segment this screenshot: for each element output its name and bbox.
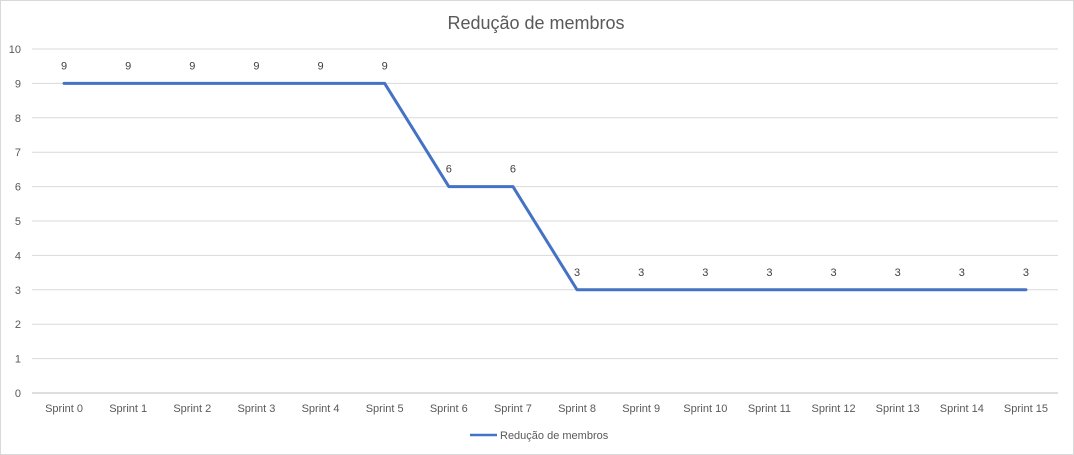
data-label: 3 (702, 267, 708, 279)
y-tick-label: 1 (15, 354, 21, 366)
y-tick-label: 7 (15, 147, 21, 159)
chart-title: Redução de membros (447, 13, 624, 33)
data-label: 9 (125, 60, 131, 72)
x-tick-label: Sprint 11 (748, 403, 791, 415)
x-tick-label: Sprint 2 (173, 403, 211, 415)
y-tick-label: 8 (15, 113, 21, 125)
y-tick-label: 6 (15, 182, 21, 194)
data-label: 9 (318, 60, 324, 72)
series-line (62, 81, 1028, 292)
gridlines (32, 48, 1058, 394)
data-label: 9 (253, 60, 259, 72)
x-tick-label: Sprint 3 (237, 403, 275, 415)
y-tick-label: 3 (15, 285, 21, 297)
data-label: 3 (574, 267, 580, 279)
x-tick-label: Sprint 13 (876, 403, 920, 415)
y-axis-ticks: 0 1 2 3 4 5 6 7 8 9 10 (9, 44, 21, 400)
x-tick-label: Sprint 10 (683, 403, 727, 415)
y-tick-label: 0 (15, 388, 21, 400)
y-tick-label: 2 (15, 319, 21, 331)
data-label: 9 (61, 60, 67, 72)
y-tick-label: 9 (15, 78, 21, 90)
data-label: 3 (959, 267, 965, 279)
data-label: 9 (382, 60, 388, 72)
x-tick-label: Sprint 8 (558, 403, 596, 415)
data-label: 3 (895, 267, 901, 279)
data-label: 3 (638, 267, 644, 279)
x-tick-label: Sprint 9 (622, 403, 660, 415)
x-tick-label: Sprint 0 (45, 403, 83, 415)
data-label: 3 (766, 267, 772, 279)
y-tick-label: 10 (9, 44, 21, 56)
x-axis-ticks: Sprint 0 Sprint 1 Sprint 2 Sprint 3 Sprint 4… (45, 403, 1048, 415)
x-tick-label: Sprint 7 (494, 403, 532, 415)
x-tick-label: Sprint 5 (366, 403, 404, 415)
series-group (62, 81, 1028, 292)
data-label: 6 (446, 164, 452, 176)
legend: Redução de membros (470, 430, 609, 442)
x-tick-label: Sprint 1 (109, 403, 147, 415)
data-label: 3 (1023, 267, 1029, 279)
legend-label: Redução de membros (500, 430, 609, 442)
x-tick-label: Sprint 14 (940, 403, 984, 415)
data-label: 6 (510, 164, 516, 176)
x-tick-label: Sprint 15 (1004, 403, 1048, 415)
x-tick-label: Sprint 4 (302, 403, 340, 415)
data-label: 3 (831, 267, 837, 279)
data-labels: 9 9 9 9 9 9 6 6 3 3 3 3 3 3 3 3 (61, 60, 1029, 278)
y-tick-label: 5 (15, 216, 21, 228)
x-tick-label: Sprint 12 (812, 403, 856, 415)
data-label: 9 (189, 60, 195, 72)
x-tick-label: Sprint 6 (430, 403, 468, 415)
y-tick-label: 4 (15, 250, 21, 262)
